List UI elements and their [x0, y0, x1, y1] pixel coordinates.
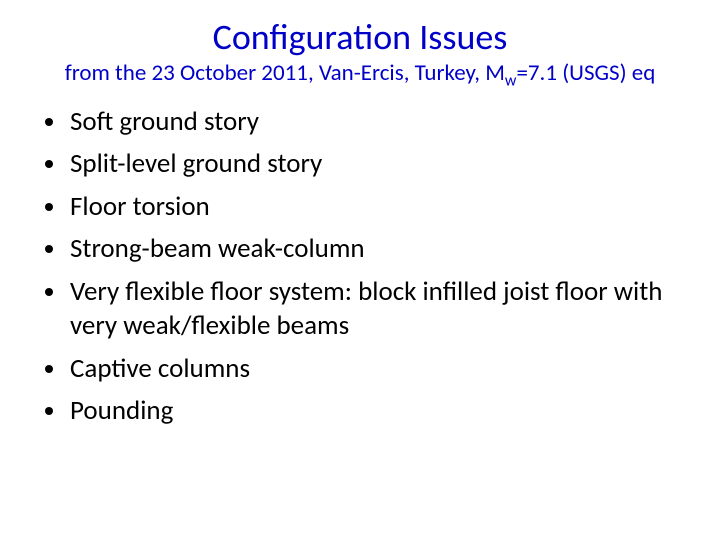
subtitle-suffix: =7.1 (USGS) eq	[516, 59, 655, 87]
list-item: Floor torsion	[68, 190, 684, 225]
subtitle-subscript: w	[505, 71, 517, 90]
list-item: Strong-beam weak-column	[68, 232, 684, 267]
list-item: Split-level ground story	[68, 147, 684, 182]
slide-subtitle: from the 23 October 2011, Van-Ercis, Tur…	[36, 60, 684, 91]
bullet-list: Soft ground story Split-level ground sto…	[36, 105, 684, 429]
slide: Configuration Issues from the 23 October…	[0, 0, 720, 540]
list-item: Pounding	[68, 394, 684, 429]
list-item: Soft ground story	[68, 105, 684, 140]
slide-title: Configuration Issues	[36, 18, 684, 58]
list-item: Very flexible floor system: block infill…	[68, 275, 684, 344]
title-block: Configuration Issues from the 23 October…	[36, 18, 684, 91]
subtitle-prefix: from the 23 October 2011, Van-Ercis, Tur…	[65, 59, 505, 87]
list-item: Captive columns	[68, 352, 684, 387]
